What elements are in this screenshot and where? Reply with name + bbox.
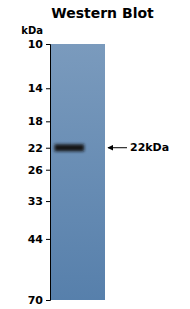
- tick: 18: [28, 115, 50, 128]
- tick-mark: [46, 44, 50, 45]
- tick: 22: [28, 142, 50, 155]
- gel-background: [50, 44, 105, 300]
- tick-label: 14: [28, 82, 44, 95]
- tick-label: 22: [28, 142, 43, 155]
- tick-mark: [46, 88, 50, 89]
- tick-mark: [46, 201, 50, 202]
- tick: 33: [28, 195, 50, 208]
- tick-label: 26: [28, 164, 44, 177]
- tick: 26: [28, 164, 50, 177]
- tick-mark: [46, 239, 50, 240]
- tick-mark: [46, 121, 50, 122]
- axis-line: [46, 45, 51, 301]
- tick-mark: [46, 148, 50, 149]
- annotation: 22kDa: [130, 141, 169, 154]
- plot-area: [50, 44, 105, 300]
- tick: 70: [28, 294, 50, 307]
- band: [54, 144, 84, 151]
- tick-label: 18: [28, 115, 43, 128]
- tick: 10: [28, 38, 50, 51]
- axis-label: kDa: [21, 25, 43, 36]
- y-axis: 70 44 33 26 22 18 14 10: [28, 38, 51, 307]
- tick: 44: [28, 233, 50, 246]
- tick-mark: [46, 170, 50, 171]
- tick-label: 10: [28, 38, 44, 51]
- tick-label: 33: [28, 195, 43, 208]
- chart: Western Blot 70 44 33 26 22 18 14 10 kDa 22kDa: [0, 0, 190, 309]
- arrow: [108, 147, 127, 148]
- tick: 14: [28, 82, 50, 95]
- tick-label: 70: [28, 294, 44, 307]
- tick-mark: [46, 300, 50, 301]
- title: Western Blot: [51, 5, 154, 21]
- tick-label: 44: [28, 233, 44, 246]
